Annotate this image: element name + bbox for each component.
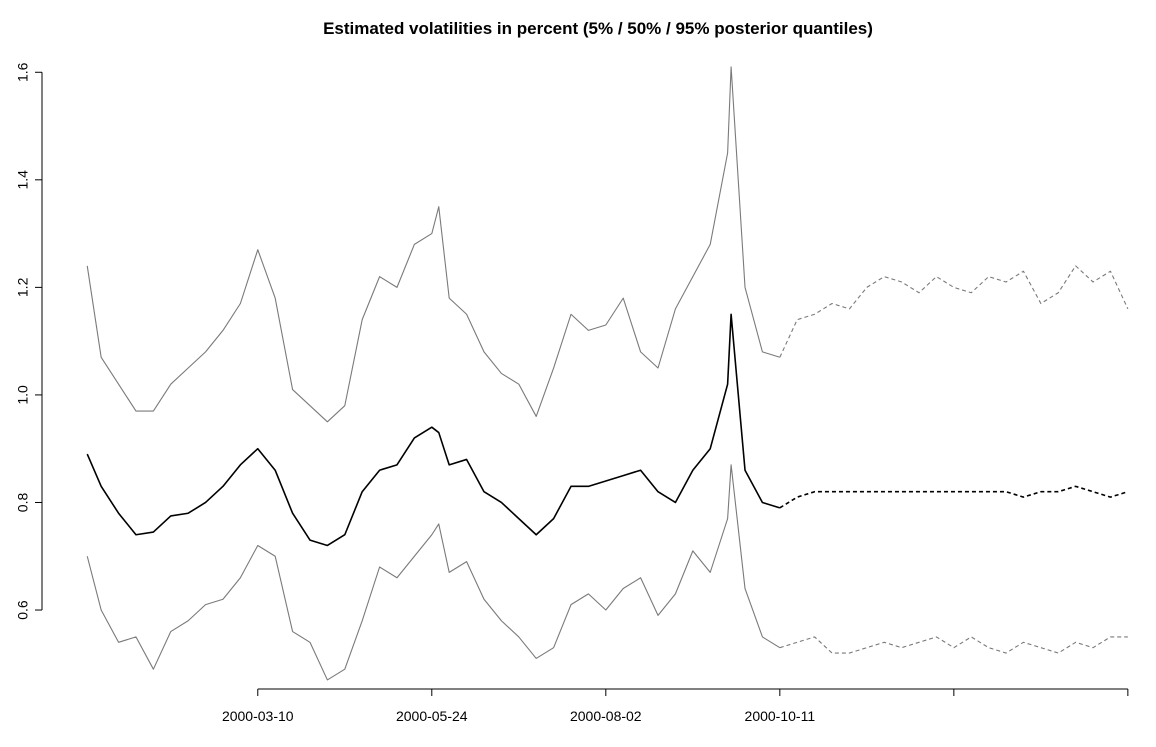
x-tick-label: 2000-05-24 xyxy=(396,708,468,724)
y-tick-label: 1.4 xyxy=(15,170,31,190)
x-tick-label: 2000-03-10 xyxy=(222,708,294,724)
y-tick-label: 0.8 xyxy=(15,493,31,513)
volatility-line xyxy=(779,265,1129,358)
y-tick-label: 1.2 xyxy=(15,277,31,297)
y-tick-label: 1.0 xyxy=(15,385,31,405)
x-tick-label: 2000-08-02 xyxy=(570,708,642,724)
volatility-line xyxy=(86,464,781,681)
y-tick-label: 0.6 xyxy=(15,600,31,620)
volatility-line xyxy=(779,636,1128,654)
x-tick-label: 2000-10-11 xyxy=(745,708,816,724)
volatility-line xyxy=(86,66,780,423)
volatility-line xyxy=(779,485,1129,509)
volatility-line xyxy=(86,313,781,547)
chart-title: Estimated volatilities in percent (5% / … xyxy=(323,19,873,38)
y-tick-label: 1.6 xyxy=(15,62,31,82)
